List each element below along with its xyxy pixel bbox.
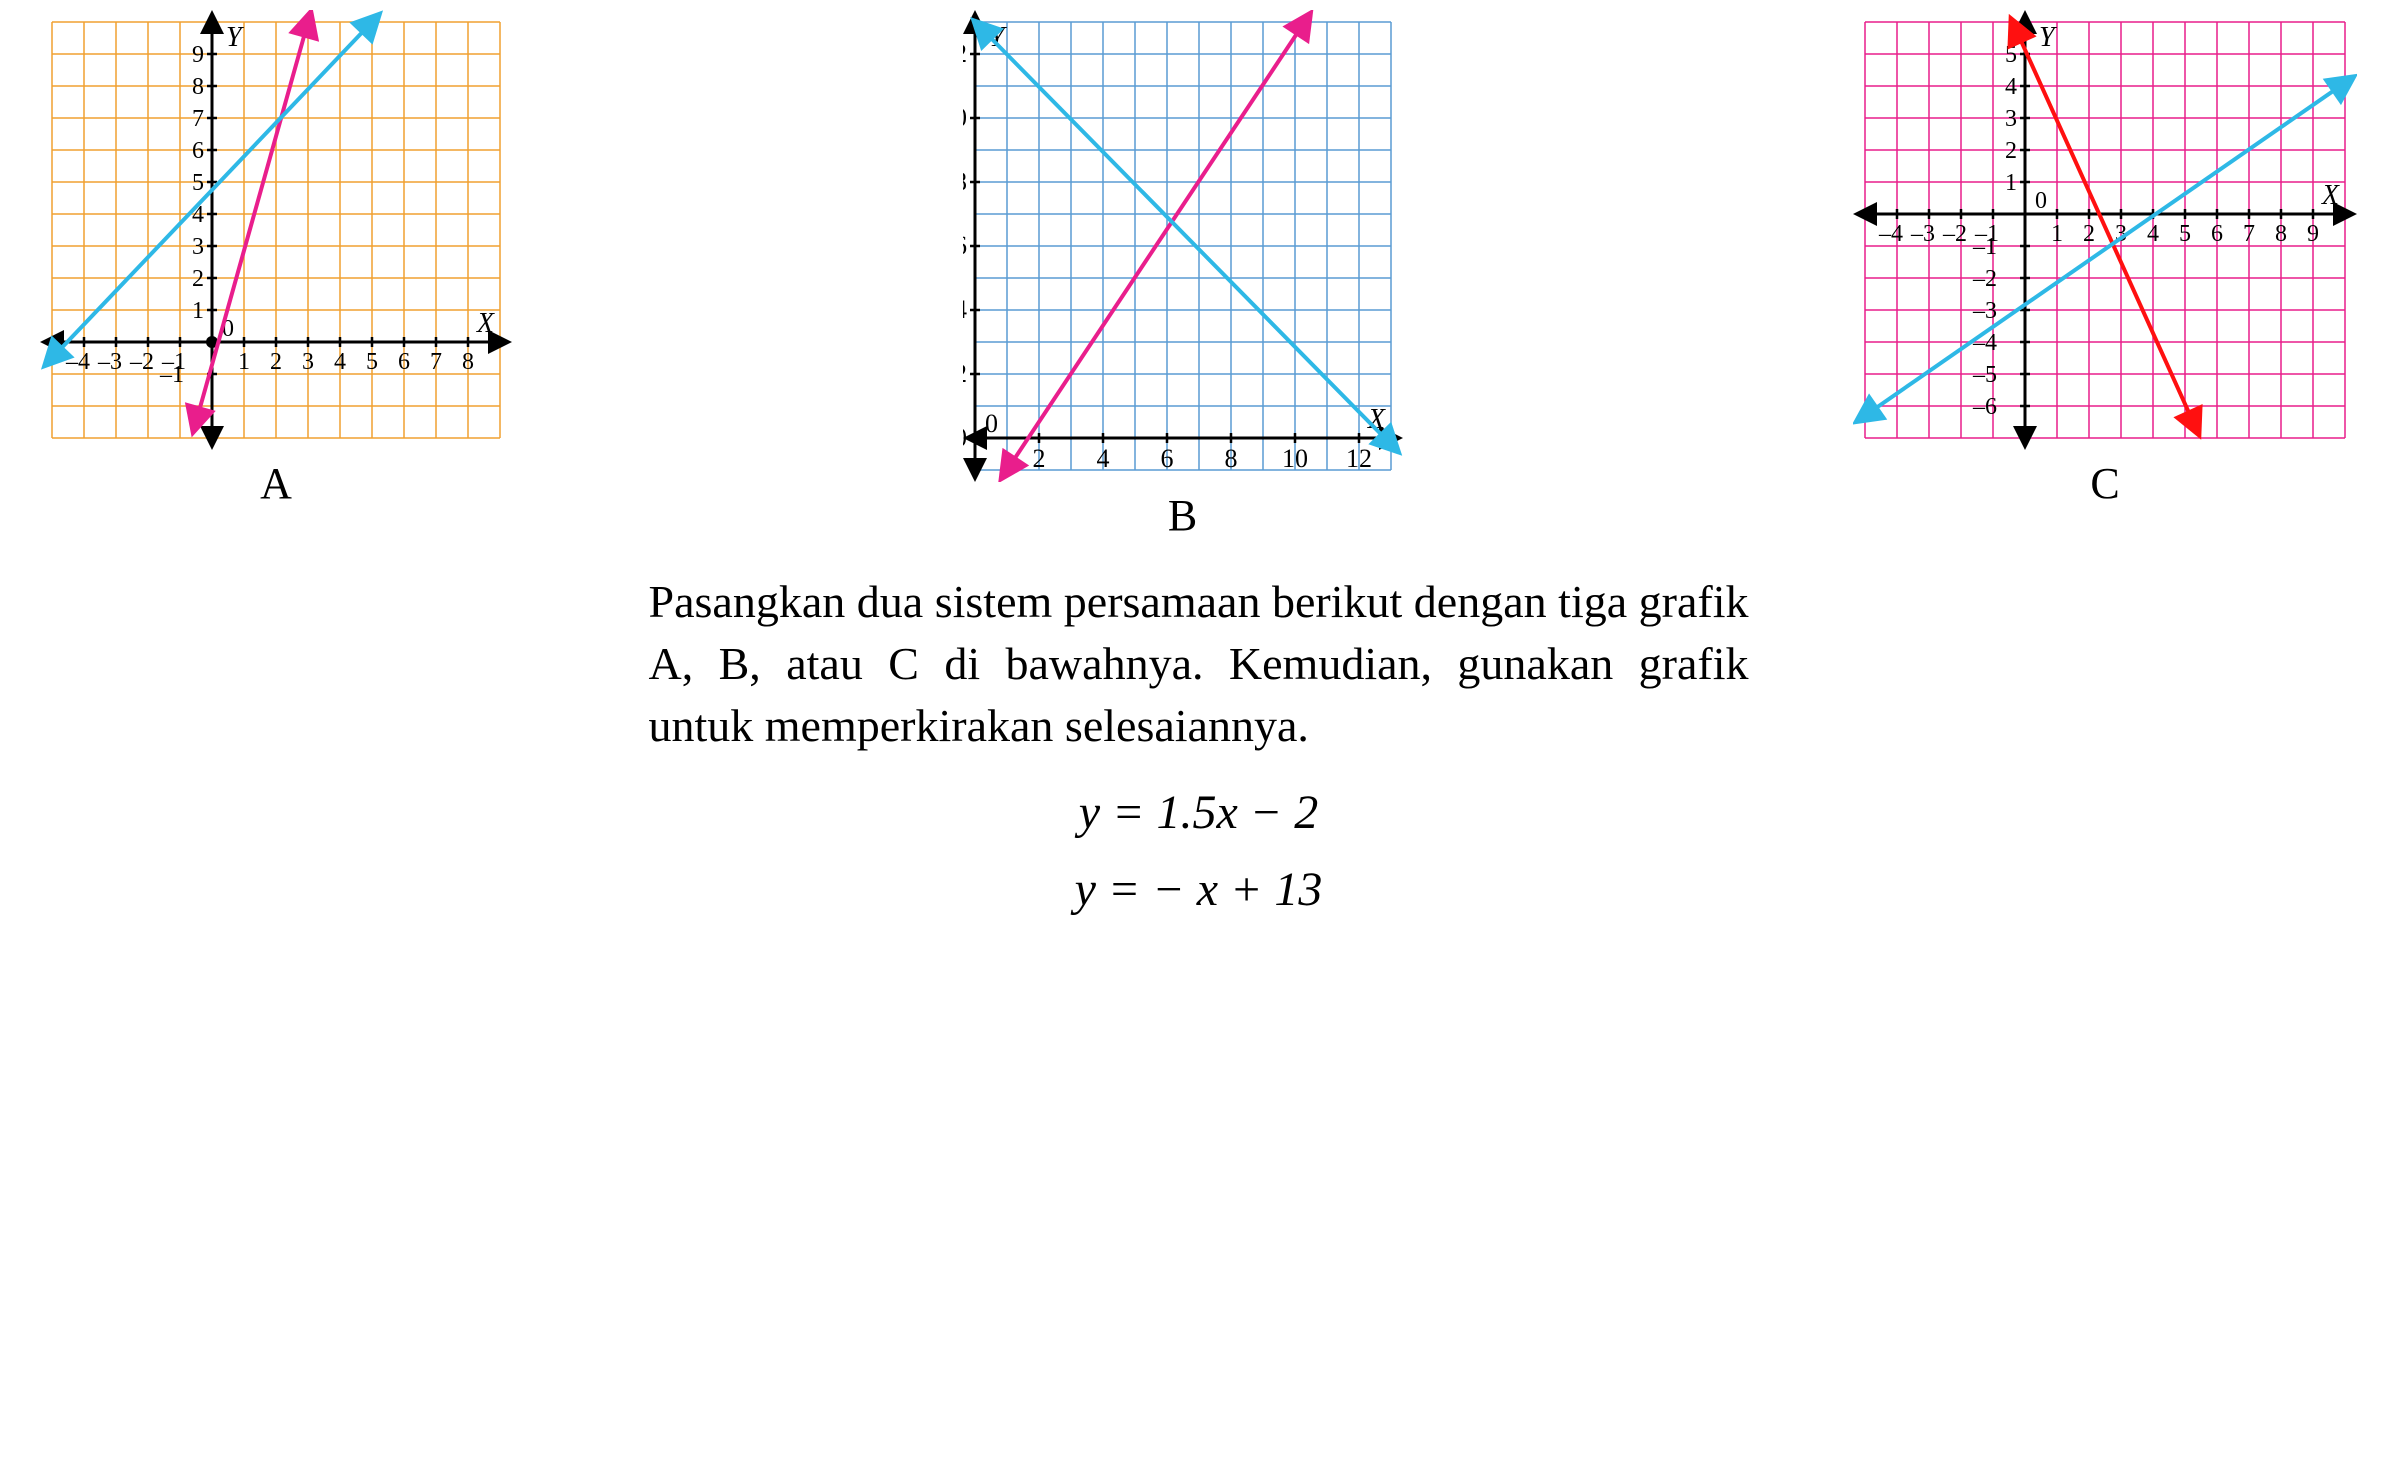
equations-block: y = 1.5x − 2 y = − x + 13 bbox=[0, 775, 2397, 929]
chart-A-wrap: –4–3–2–112345678–11234567890YX A bbox=[40, 10, 512, 541]
svg-text:3: 3 bbox=[192, 234, 204, 260]
chart-A-label: A bbox=[260, 458, 292, 509]
svg-text:–1: –1 bbox=[1972, 234, 1997, 260]
svg-text:–6: –6 bbox=[1972, 394, 1997, 420]
svg-text:6: 6 bbox=[1160, 444, 1173, 473]
svg-text:4: 4 bbox=[2147, 221, 2159, 247]
svg-text:0: 0 bbox=[963, 423, 967, 452]
svg-text:7: 7 bbox=[2243, 221, 2255, 247]
chart-C-label: C bbox=[2090, 458, 2119, 509]
svg-text:–4: –4 bbox=[65, 349, 90, 375]
svg-text:7: 7 bbox=[430, 349, 442, 375]
svg-text:8: 8 bbox=[2275, 221, 2287, 247]
svg-text:4: 4 bbox=[963, 295, 967, 324]
question-text: Pasangkan dua sistem persamaan berikut d… bbox=[649, 571, 1749, 757]
chart-B-svg-holder: 246810120246810120YX bbox=[963, 10, 1403, 482]
svg-text:X: X bbox=[476, 308, 495, 339]
svg-text:3: 3 bbox=[2005, 106, 2017, 132]
svg-text:7: 7 bbox=[192, 106, 204, 132]
svg-text:5: 5 bbox=[192, 170, 204, 196]
svg-text:5: 5 bbox=[2179, 221, 2191, 247]
svg-text:4: 4 bbox=[334, 349, 346, 375]
chart-C-svg-holder: –4–3–2–1123456789–6–5–4–3–2–1123450YX bbox=[1853, 10, 2357, 450]
svg-text:0: 0 bbox=[985, 409, 998, 438]
svg-text:8: 8 bbox=[462, 349, 474, 375]
svg-text:8: 8 bbox=[192, 74, 204, 100]
svg-text:8: 8 bbox=[963, 167, 967, 196]
svg-text:2: 2 bbox=[270, 349, 282, 375]
svg-text:2: 2 bbox=[2083, 221, 2095, 247]
chart-C-wrap: –4–3–2–1123456789–6–5–4–3–2–1123450YX C bbox=[1853, 10, 2357, 541]
svg-text:6: 6 bbox=[192, 138, 204, 164]
svg-text:–5: –5 bbox=[1972, 362, 1997, 388]
svg-text:4: 4 bbox=[2005, 74, 2017, 100]
svg-text:–4: –4 bbox=[1878, 221, 1903, 247]
chart-B-label: B bbox=[1168, 490, 1197, 541]
svg-text:10: 10 bbox=[963, 103, 967, 132]
charts-row: –4–3–2–112345678–11234567890YX A 2468101… bbox=[0, 0, 2397, 541]
svg-text:1: 1 bbox=[2051, 221, 2063, 247]
svg-text:2: 2 bbox=[1032, 444, 1045, 473]
svg-text:5: 5 bbox=[366, 349, 378, 375]
chart-A-svg-holder: –4–3–2–112345678–11234567890YX bbox=[40, 10, 512, 450]
svg-text:10: 10 bbox=[1282, 444, 1308, 473]
svg-text:6: 6 bbox=[2211, 221, 2223, 247]
svg-text:1: 1 bbox=[192, 298, 204, 324]
svg-text:2: 2 bbox=[963, 359, 967, 388]
svg-text:12: 12 bbox=[963, 39, 967, 68]
svg-text:X: X bbox=[2321, 180, 2340, 211]
svg-text:6: 6 bbox=[963, 231, 967, 260]
svg-text:5: 5 bbox=[2005, 42, 2017, 68]
svg-text:0: 0 bbox=[2035, 188, 2047, 214]
svg-text:–3: –3 bbox=[97, 349, 122, 375]
svg-text:12: 12 bbox=[1346, 444, 1372, 473]
svg-text:–2: –2 bbox=[1972, 266, 1997, 292]
svg-text:9: 9 bbox=[192, 42, 204, 68]
equation-2: y = − x + 13 bbox=[0, 852, 2397, 929]
equation-1: y = 1.5x − 2 bbox=[0, 775, 2397, 852]
svg-text:–2: –2 bbox=[1942, 221, 1967, 247]
svg-text:2: 2 bbox=[2005, 138, 2017, 164]
svg-text:4: 4 bbox=[1096, 444, 1109, 473]
svg-text:–2: –2 bbox=[129, 349, 154, 375]
svg-text:–3: –3 bbox=[1972, 298, 1997, 324]
svg-text:9: 9 bbox=[2307, 221, 2319, 247]
svg-text:6: 6 bbox=[398, 349, 410, 375]
svg-text:1: 1 bbox=[2005, 170, 2017, 196]
svg-text:1: 1 bbox=[238, 349, 250, 375]
svg-text:2: 2 bbox=[192, 266, 204, 292]
svg-text:8: 8 bbox=[1224, 444, 1237, 473]
svg-text:–1: –1 bbox=[159, 362, 184, 388]
svg-text:–3: –3 bbox=[1910, 221, 1935, 247]
svg-text:3: 3 bbox=[302, 349, 314, 375]
chart-B-wrap: 246810120246810120YX B bbox=[963, 10, 1403, 541]
